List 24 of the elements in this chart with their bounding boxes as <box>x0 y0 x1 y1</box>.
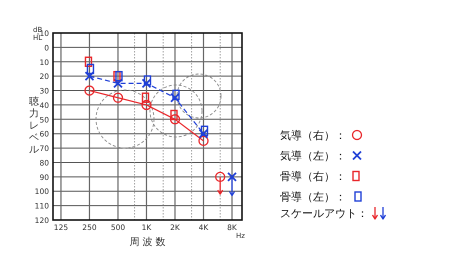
legend-label: 骨導（右）： <box>280 170 346 183</box>
point <box>86 64 94 74</box>
point <box>84 56 92 67</box>
point <box>172 90 180 100</box>
point <box>198 128 208 139</box>
point <box>84 85 95 96</box>
point <box>200 126 208 136</box>
point <box>142 92 150 103</box>
x-axis-title: 周 波 数 <box>129 236 166 248</box>
point <box>170 92 180 103</box>
point <box>113 78 123 88</box>
point <box>141 100 152 110</box>
legend-label: 骨導（左）： <box>280 190 346 204</box>
point <box>142 78 152 88</box>
point <box>112 92 124 103</box>
point <box>84 71 94 82</box>
legend-label: 気導（右）： <box>280 129 346 142</box>
point <box>198 136 209 146</box>
point <box>170 110 178 120</box>
y-axis-title: 聴力レベル <box>29 96 39 156</box>
legend-label: 気導（左）： <box>280 150 346 162</box>
point <box>170 114 180 124</box>
point <box>144 75 152 86</box>
text: スケールアウト： <box>280 207 368 220</box>
